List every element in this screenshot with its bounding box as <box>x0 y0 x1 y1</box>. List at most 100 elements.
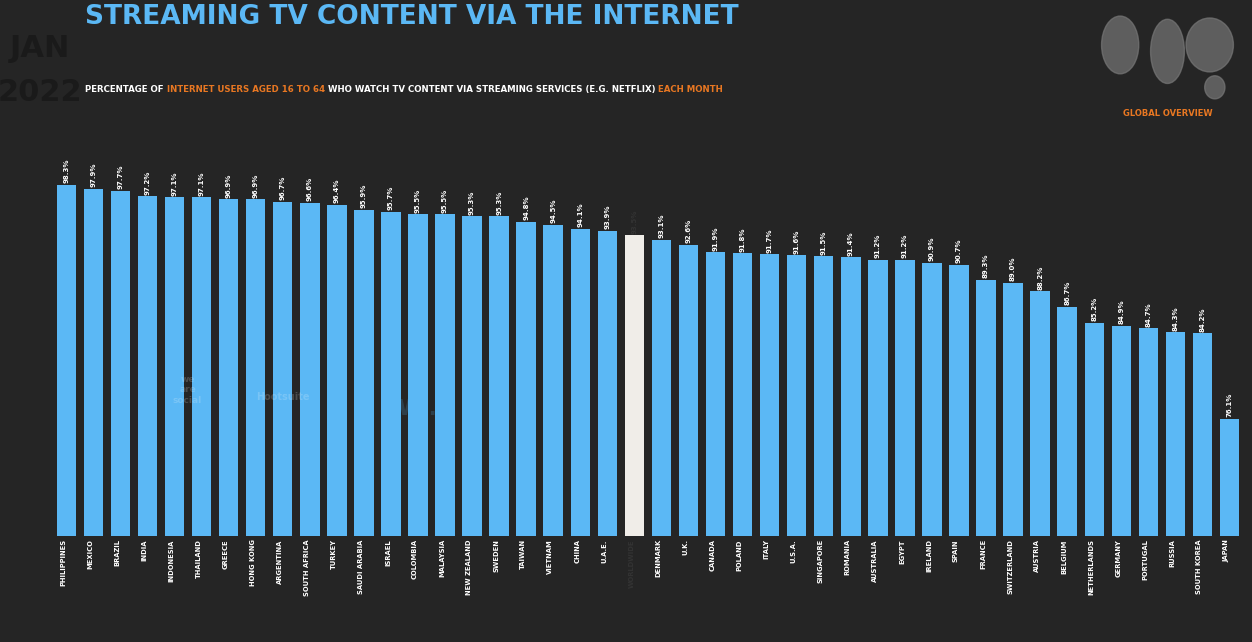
Text: SINGAPORE: SINGAPORE <box>818 539 824 584</box>
Text: 90.7%: 90.7% <box>957 239 962 263</box>
Text: PHILIPPINES: PHILIPPINES <box>60 539 66 586</box>
Text: CHINA: CHINA <box>575 539 580 563</box>
Bar <box>760 254 780 536</box>
Bar <box>543 225 563 536</box>
Text: 97.1%: 97.1% <box>172 171 178 196</box>
Text: EACH MONTH: EACH MONTH <box>659 85 722 94</box>
Bar <box>436 214 454 536</box>
Text: PERCENTAGE OF: PERCENTAGE OF <box>85 85 167 94</box>
Text: 88.2%: 88.2% <box>1037 265 1043 290</box>
Text: WORLDWIDE: WORLDWIDE <box>629 539 635 587</box>
Bar <box>327 205 347 536</box>
Text: 93.9%: 93.9% <box>605 205 610 229</box>
Text: ROMANIA: ROMANIA <box>845 539 851 575</box>
Text: JAN: JAN <box>9 34 70 64</box>
Text: 95.9%: 95.9% <box>361 184 367 209</box>
Bar <box>597 231 617 536</box>
Text: 96.9%: 96.9% <box>253 173 259 198</box>
Text: NEW ZEALAND: NEW ZEALAND <box>466 539 472 594</box>
Bar <box>1058 307 1077 536</box>
Text: GWI.: GWI. <box>381 399 437 419</box>
Text: GERMANY: GERMANY <box>1116 539 1122 577</box>
Bar <box>868 259 888 536</box>
Text: 95.5%: 95.5% <box>414 188 421 213</box>
Text: 2022: 2022 <box>0 78 81 107</box>
Bar <box>706 252 725 536</box>
Text: 97.9%: 97.9% <box>90 163 96 187</box>
Text: 98.3%: 98.3% <box>64 159 69 183</box>
Bar <box>138 196 158 536</box>
Text: STREAMING TV CONTENT VIA THE INTERNET: STREAMING TV CONTENT VIA THE INTERNET <box>85 4 739 30</box>
Text: 96.9%: 96.9% <box>225 173 232 198</box>
Text: Hootsuite: Hootsuite <box>257 392 310 403</box>
Text: 93.5%: 93.5% <box>631 209 637 234</box>
Text: HONG KONG: HONG KONG <box>249 539 255 586</box>
Ellipse shape <box>1204 76 1224 99</box>
Text: 89.3%: 89.3% <box>983 254 989 278</box>
Text: PORTUGAL: PORTUGAL <box>1142 539 1148 580</box>
Text: 84.2%: 84.2% <box>1199 308 1206 332</box>
Bar <box>949 265 969 536</box>
Text: VIETNAM: VIETNAM <box>547 539 553 574</box>
Text: INTERNET USERS AGED 16 TO 64: INTERNET USERS AGED 16 TO 64 <box>167 85 324 94</box>
Bar <box>1030 291 1050 536</box>
Text: 86.7%: 86.7% <box>1064 281 1070 306</box>
Bar <box>1138 328 1158 536</box>
Text: 76.1%: 76.1% <box>1227 393 1232 417</box>
Text: 84.3%: 84.3% <box>1172 306 1178 331</box>
Text: U.A.E.: U.A.E. <box>601 539 607 562</box>
Text: 95.5%: 95.5% <box>442 188 448 213</box>
Bar <box>625 236 644 536</box>
Text: U.S.A.: U.S.A. <box>791 539 796 563</box>
Bar <box>273 202 293 536</box>
Text: WHO WATCH TV CONTENT VIA STREAMING SERVICES (E.G. NETFLIX): WHO WATCH TV CONTENT VIA STREAMING SERVI… <box>324 85 659 94</box>
Text: POLAND: POLAND <box>736 539 742 571</box>
Bar <box>923 263 942 536</box>
Bar <box>1219 419 1239 536</box>
Text: INDONESIA: INDONESIA <box>169 539 174 582</box>
Bar <box>56 185 76 536</box>
Text: BELGIUM: BELGIUM <box>1062 539 1067 573</box>
Text: AUSTRALIA: AUSTRALIA <box>871 539 878 582</box>
Text: SWEDEN: SWEDEN <box>493 539 500 572</box>
Text: SWITZERLAND: SWITZERLAND <box>1007 539 1013 594</box>
Text: 94.5%: 94.5% <box>550 198 556 223</box>
Text: 94.1%: 94.1% <box>577 203 583 227</box>
Text: ISRAEL: ISRAEL <box>384 539 391 566</box>
Text: TURKEY: TURKEY <box>331 539 337 569</box>
Bar <box>219 200 238 536</box>
Text: SAUDI ARABIA: SAUDI ARABIA <box>358 539 364 594</box>
Ellipse shape <box>1151 19 1184 83</box>
Text: 96.7%: 96.7% <box>279 175 285 200</box>
Bar <box>245 200 265 536</box>
Bar <box>408 214 428 536</box>
Text: we
are
social: we are social <box>173 375 203 404</box>
Text: ITALY: ITALY <box>764 539 770 559</box>
Text: 90.9%: 90.9% <box>929 237 935 261</box>
Bar <box>354 210 373 536</box>
Text: SOUTH KOREA: SOUTH KOREA <box>1197 539 1202 594</box>
Bar <box>788 256 806 536</box>
Text: FRANCE: FRANCE <box>980 539 987 569</box>
Text: 89.0%: 89.0% <box>1010 257 1017 281</box>
Text: 84.9%: 84.9% <box>1118 300 1124 324</box>
Text: GREECE: GREECE <box>223 539 229 569</box>
Text: ARGENTINA: ARGENTINA <box>277 539 283 584</box>
Text: NETHERLANDS: NETHERLANDS <box>1088 539 1094 595</box>
Bar <box>381 212 401 536</box>
Bar <box>192 197 212 536</box>
Bar <box>516 221 536 536</box>
Bar <box>732 253 752 536</box>
Text: 84.7%: 84.7% <box>1146 302 1152 327</box>
Text: 97.1%: 97.1% <box>199 171 204 196</box>
Text: 91.5%: 91.5% <box>821 230 826 255</box>
Text: 91.2%: 91.2% <box>901 234 908 258</box>
Text: 91.2%: 91.2% <box>875 234 881 258</box>
Text: EGYPT: EGYPT <box>899 539 905 564</box>
Bar <box>490 216 508 536</box>
Text: 91.9%: 91.9% <box>712 226 719 250</box>
Bar <box>814 256 834 536</box>
Text: 91.4%: 91.4% <box>848 231 854 256</box>
Bar <box>84 189 103 536</box>
Ellipse shape <box>1186 18 1233 72</box>
